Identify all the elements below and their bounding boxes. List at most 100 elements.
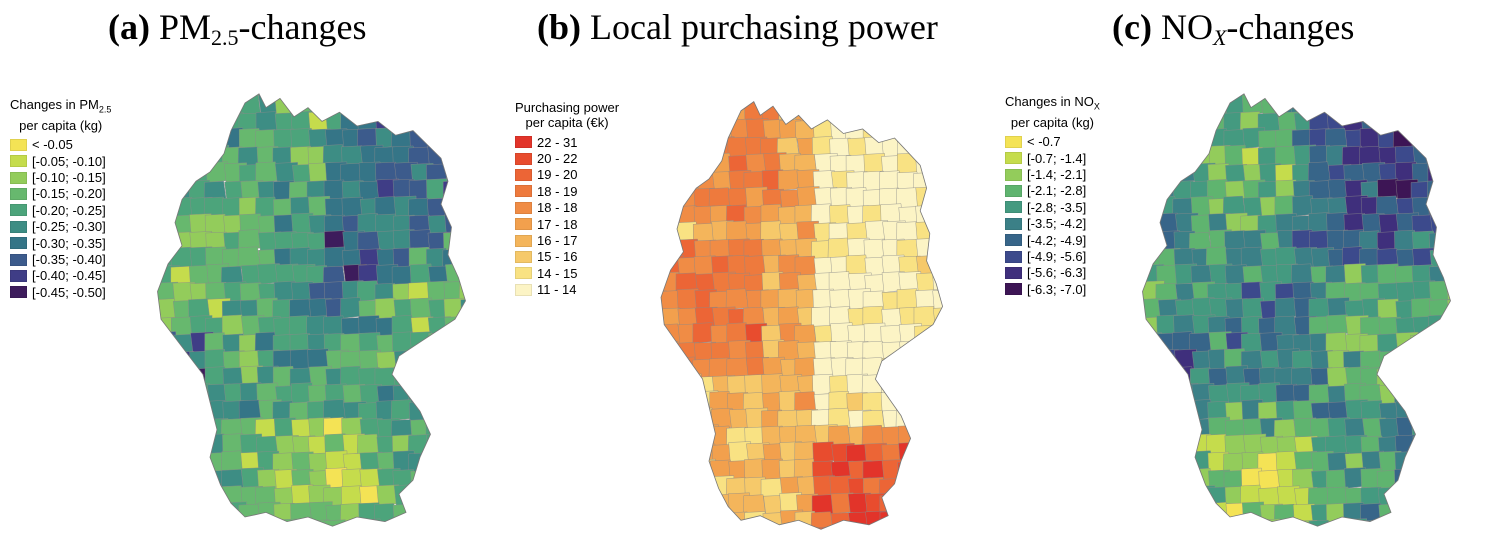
district-region — [308, 93, 332, 98]
district-region — [761, 526, 785, 530]
district-region — [676, 119, 700, 141]
district-region — [1174, 94, 1197, 116]
district-region — [778, 528, 801, 530]
district-region — [661, 171, 683, 193]
district-region — [443, 518, 466, 527]
district-region — [393, 538, 415, 540]
legend-label: [-0.45; -0.50] — [32, 284, 106, 300]
legend-label: [-5.6; -6.3] — [1027, 265, 1087, 281]
district-region — [1445, 317, 1451, 339]
district-region — [1142, 453, 1145, 475]
district-region — [157, 383, 180, 406]
district-region — [444, 350, 466, 373]
panel-b-title: (b) Local purchasing power — [537, 6, 938, 48]
district-region — [1325, 94, 1348, 117]
district-region — [915, 135, 938, 158]
district-region — [950, 528, 965, 543]
district-region — [1156, 504, 1179, 526]
district-region — [172, 502, 195, 524]
district-region — [1410, 452, 1434, 475]
district-region — [187, 400, 210, 423]
legend-purchasing-power-title-line2: per capita (€k) — [525, 115, 609, 130]
district-region — [950, 257, 965, 278]
district-region — [188, 536, 210, 540]
district-region — [1209, 521, 1233, 527]
district-region — [950, 323, 965, 344]
district-region — [425, 383, 449, 406]
district-region — [1192, 536, 1214, 540]
legend-label: 16 - 17 — [537, 233, 578, 249]
legend-label: [-1.4; -2.1] — [1027, 167, 1087, 183]
legend-label: [-0.15; -0.20] — [32, 186, 106, 202]
district-region — [444, 213, 466, 235]
district-region — [1447, 502, 1451, 525]
district-region — [157, 246, 160, 268]
district-region — [360, 537, 383, 540]
district-region — [1410, 93, 1434, 115]
district-region — [1444, 450, 1451, 472]
legend-label: [-0.40; -0.45] — [32, 268, 106, 284]
district-region — [1395, 93, 1419, 100]
district-region — [1274, 297, 1298, 319]
district-region — [1172, 417, 1195, 439]
district-region — [1445, 417, 1451, 439]
district-region — [1428, 314, 1451, 336]
district-region — [156, 536, 179, 540]
district-region — [257, 93, 281, 98]
legend-swatch — [1005, 217, 1022, 230]
district-region — [661, 206, 667, 228]
district-region — [1410, 467, 1434, 489]
district-region — [899, 340, 923, 363]
district-region — [479, 96, 490, 117]
district-region — [428, 484, 452, 507]
district-region — [425, 348, 448, 371]
district-region — [1411, 399, 1434, 422]
legend-entry: 14 - 15 — [515, 265, 619, 281]
district-region — [1311, 538, 1333, 540]
district-region — [1464, 145, 1475, 166]
district-region — [1462, 452, 1475, 473]
district-region — [661, 239, 666, 262]
legend-entry: [-3.5; -4.2] — [1005, 216, 1100, 232]
district-region — [157, 469, 160, 491]
district-region — [1142, 467, 1144, 490]
district-region — [478, 433, 490, 454]
district-region — [1142, 113, 1146, 135]
legend-pm25-title-line2: per capita (kg) — [19, 117, 103, 133]
district-region — [1274, 536, 1296, 540]
district-region — [205, 536, 227, 540]
district-region — [661, 101, 683, 108]
legend-swatch — [515, 136, 532, 149]
district-region — [1172, 127, 1196, 150]
district-region — [661, 392, 681, 414]
district-region — [913, 120, 936, 142]
panel-a-title-rest: -changes — [238, 7, 367, 47]
district-region — [157, 486, 177, 509]
district-region — [411, 538, 433, 540]
district-region — [710, 103, 734, 125]
district-region — [948, 104, 965, 125]
district-region — [187, 417, 211, 440]
district-region — [207, 93, 231, 100]
district-region — [140, 536, 161, 540]
district-region — [171, 469, 195, 492]
district-region — [157, 434, 178, 456]
district-region — [1463, 351, 1475, 372]
district-region — [461, 196, 466, 218]
district-region — [1359, 538, 1381, 540]
district-region — [947, 222, 965, 243]
district-region — [409, 368, 433, 390]
district-region — [391, 112, 415, 134]
district-region — [1377, 537, 1399, 540]
district-region — [157, 349, 178, 371]
district-region — [157, 264, 161, 287]
district-region — [477, 180, 490, 201]
district-region — [692, 475, 716, 498]
district-region — [814, 526, 838, 530]
district-region — [931, 374, 943, 397]
district-region — [1428, 368, 1451, 390]
district-region — [445, 332, 466, 354]
district-region — [865, 103, 889, 125]
district-region — [157, 368, 160, 390]
district-region — [1142, 163, 1145, 186]
